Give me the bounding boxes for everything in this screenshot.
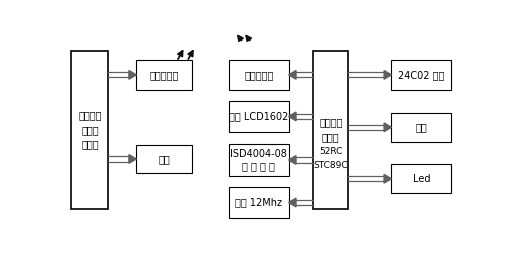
Polygon shape [384,123,391,132]
Polygon shape [384,70,391,79]
Polygon shape [289,112,296,121]
Text: 红外接收头: 红外接收头 [244,70,273,80]
Polygon shape [289,155,296,164]
Text: 晶振 12Mhz: 晶振 12Mhz [235,198,282,207]
Bar [391,60,451,90]
Polygon shape [289,198,296,207]
Text: STC89C: STC89C [313,161,348,170]
Text: 型遥控）: 型遥控） [78,110,101,120]
Bar [229,101,289,132]
Bar [229,144,289,176]
Bar [391,113,451,142]
Text: 复位: 复位 [415,122,427,132]
Bar [391,164,451,193]
Bar [71,51,108,209]
Bar [229,60,289,90]
Polygon shape [129,70,136,79]
Text: 接收端: 接收端 [322,132,340,142]
Polygon shape [289,70,296,79]
Text: （本机）: （本机） [319,117,342,127]
Bar [313,51,348,209]
Text: ISD4004-08: ISD4004-08 [230,149,287,159]
Text: 语 音 播 报: 语 音 播 报 [242,161,275,171]
Bar [136,145,192,173]
Text: 24C02 存储: 24C02 存储 [398,70,444,80]
Text: 红外发射器: 红外发射器 [149,70,179,80]
Text: 发射端: 发射端 [81,140,99,150]
Text: 显示 LCD1602: 显示 LCD1602 [229,112,288,121]
Text: Led: Led [413,174,430,184]
Bar [136,60,192,90]
Polygon shape [129,155,136,163]
Text: 52RC: 52RC [319,147,342,156]
Text: （学习: （学习 [81,125,99,135]
Polygon shape [384,175,391,183]
Bar [229,187,289,218]
Text: 键盘: 键盘 [158,154,170,164]
